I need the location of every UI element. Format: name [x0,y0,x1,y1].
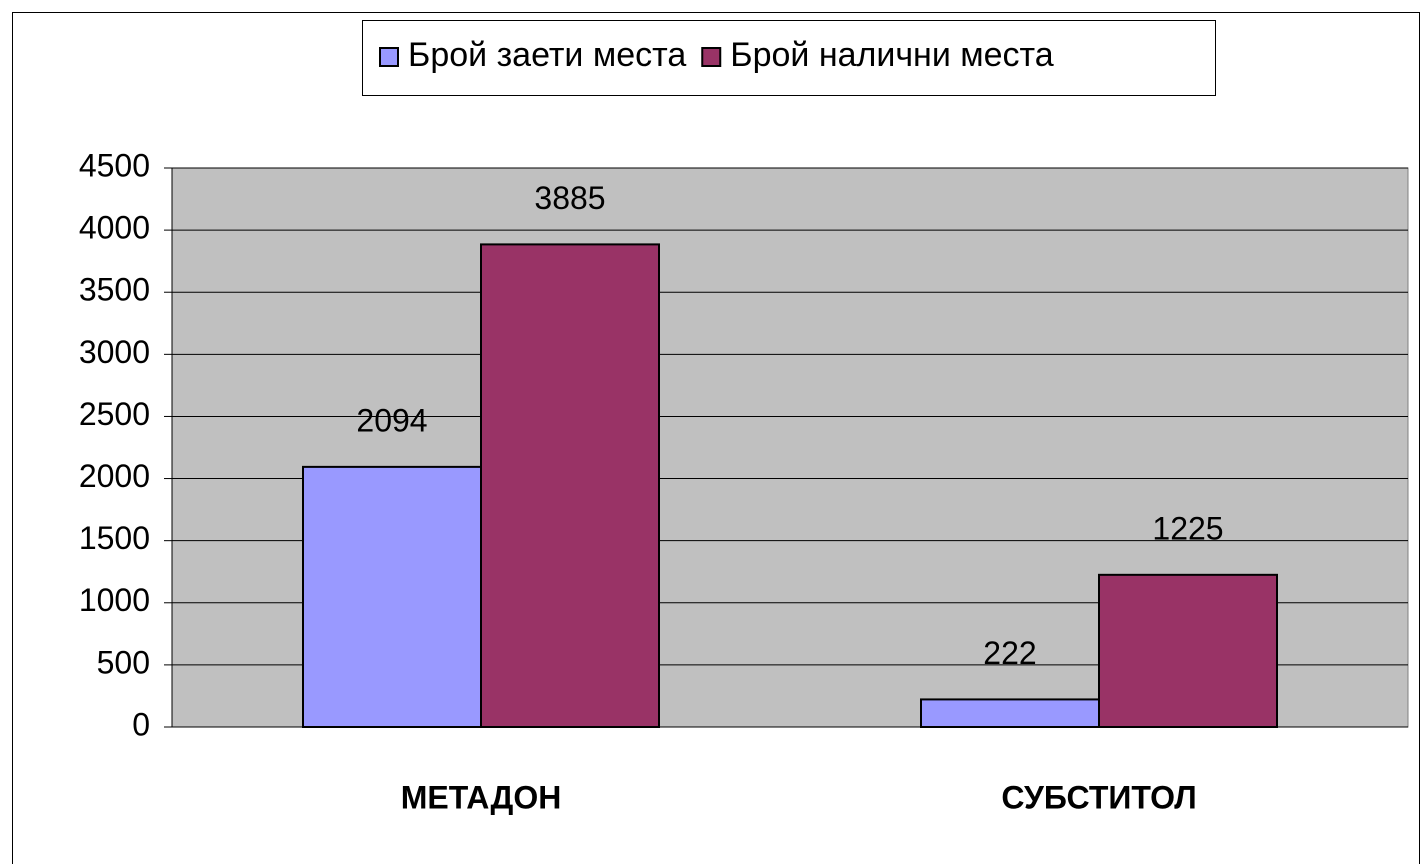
y-tick-label: 500 [97,644,150,680]
y-tick-label: 4500 [79,147,150,183]
y-tick-label: 0 [132,706,150,742]
legend-label: Брой заети места [408,36,686,74]
x-tick-label: МЕТАДОН [401,779,562,815]
bar [920,698,1100,729]
bar [302,465,482,728]
y-tick-label: 3000 [79,334,150,370]
data-label: 2094 [356,402,427,438]
y-tick-label: 3500 [79,272,150,308]
data-label: 1225 [1152,510,1223,546]
data-label: 222 [983,635,1036,671]
y-tick-label: 1500 [79,520,150,556]
x-tick-label: СУБСТИТОЛ [1001,779,1196,815]
y-tick-label: 2000 [79,458,150,494]
bar [1098,573,1278,728]
legend-label: Брой налични места [730,36,1053,74]
y-tick-label: 4000 [79,210,150,246]
y-tick-label: 1000 [79,582,150,618]
legend-swatch [701,47,722,67]
legend [362,20,1216,96]
data-label: 3885 [534,180,605,216]
bar [480,243,660,728]
legend-swatch [379,47,399,67]
y-tick-label: 2500 [79,396,150,432]
